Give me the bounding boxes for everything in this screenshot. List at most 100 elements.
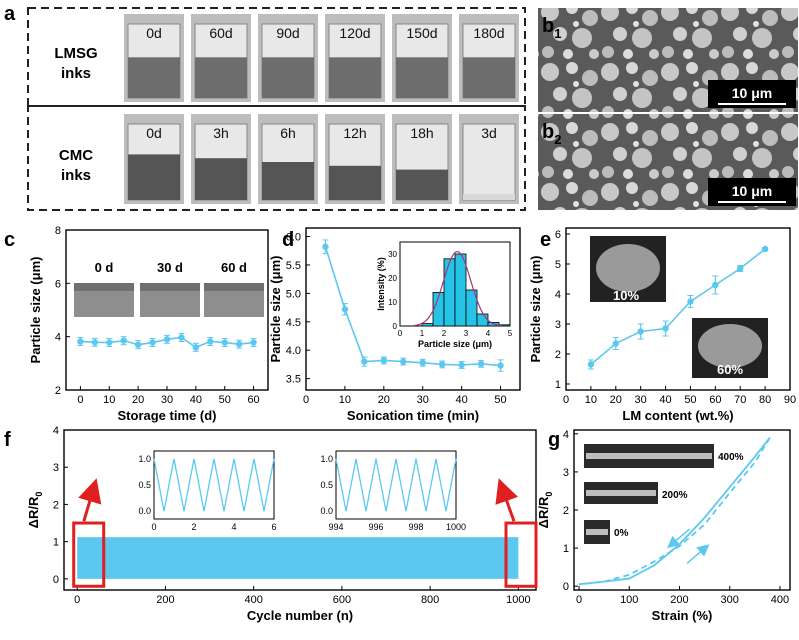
histogram-bar xyxy=(421,323,434,327)
y-axis-label: ΔR/R0 xyxy=(26,492,44,529)
panel-b1-letter: b1 xyxy=(542,15,561,41)
x-tick-label: 30 xyxy=(635,394,647,406)
strained-sample xyxy=(586,490,656,496)
x-tick-label: 0 xyxy=(77,394,83,406)
x-tick-label: 800 xyxy=(421,594,439,606)
sonication-point xyxy=(361,358,368,365)
gaussian-fit-curve xyxy=(413,250,502,327)
photo-label: 60 d xyxy=(221,260,247,275)
inset-x-tick-label: 0 xyxy=(398,329,403,338)
y-tick-label: 1 xyxy=(53,537,59,549)
inset-start-cycles-y-tick-label: 1.0 xyxy=(138,454,151,464)
y-tick-label: 5.5 xyxy=(286,260,301,272)
storage-point xyxy=(149,339,156,346)
panel-e: 0 10 20 30 40 50 60 70 80 90 1 2 3 4 5 6 LM content (wt.… xyxy=(528,227,796,423)
histogram-bar xyxy=(454,253,467,327)
inset-start-cycles-signal xyxy=(153,458,275,512)
x-tick-label: 70 xyxy=(734,394,746,406)
x-tick-label: 20 xyxy=(610,394,622,406)
lm-content-point xyxy=(761,245,769,253)
y-tick-label: 4 xyxy=(53,425,59,437)
strained-sample xyxy=(586,453,712,459)
lmsg-label-line1: LMSG xyxy=(54,45,97,62)
inset-start-cycles-x-tick-label: 4 xyxy=(231,522,236,532)
lmsg-vial-liquid xyxy=(463,57,515,98)
inset-end-cycles-signal xyxy=(335,458,457,512)
y-axis-label-text: Particle size (μm) xyxy=(28,257,43,364)
lmsg-vial-time-label: 120d xyxy=(339,25,370,41)
y-axis-label-text: ΔR/R xyxy=(536,496,551,528)
lmsg-vial-liquid xyxy=(329,57,381,98)
strain-photo-label: 200% xyxy=(662,490,688,501)
photo-label: 30 d xyxy=(157,260,183,275)
cmc-vial-time-label: 18h xyxy=(410,125,433,141)
histogram-bar xyxy=(465,289,478,327)
storage-point xyxy=(163,336,171,343)
x-tick-label: 80 xyxy=(759,394,771,406)
sample-dish-10 xyxy=(596,244,660,292)
x-axis-label: Sonication time (min) xyxy=(347,408,479,423)
y-tick-label: 1 xyxy=(555,379,561,391)
y-tick-label: 6 xyxy=(55,278,61,290)
sonication-point xyxy=(438,361,446,368)
cmc-vial-time-label: 3h xyxy=(213,125,229,141)
photo-label: 60% xyxy=(717,362,743,377)
cmc-vial-liquid xyxy=(262,162,314,200)
y-tick-label: 2 xyxy=(55,385,61,397)
lm-content-point xyxy=(587,361,595,368)
y-axis-label: Particle size (μm) xyxy=(28,257,43,364)
y-tick-label: 2 xyxy=(53,499,59,511)
cmc-vial-time-label: 0d xyxy=(146,125,162,141)
panel-b2-letter: b2 xyxy=(542,121,561,147)
inset-y-tick-label: 30 xyxy=(388,250,397,259)
strain-photo-label: 400% xyxy=(718,452,744,463)
panel-a-letter: a xyxy=(4,3,16,25)
storage-point xyxy=(106,339,113,346)
x-tick-label: 0 xyxy=(576,594,582,606)
inset-start-cycles-y-tick-label: 0.5 xyxy=(138,480,151,490)
inset-end-cycles-x-tick-label: 994 xyxy=(328,522,343,532)
zoom-arrow-end xyxy=(495,478,519,522)
sonication-point xyxy=(380,357,388,364)
cmc-vial-liquid xyxy=(463,194,515,200)
plot-frame xyxy=(565,227,791,391)
inset-x-tick-label: 4 xyxy=(486,329,491,338)
x-tick-label: 20 xyxy=(378,394,390,406)
y-tick-label: 2 xyxy=(555,349,561,361)
sonication-point xyxy=(458,361,465,369)
highlight-box-end xyxy=(504,521,538,588)
lmsg-vial-time-label: 150d xyxy=(406,25,437,41)
x-tick-label: 400 xyxy=(245,594,263,606)
cmc-vial-time-label: 3d xyxy=(481,125,497,141)
cmc-label-line2: inks xyxy=(61,167,91,184)
photo-label: 0 d xyxy=(95,260,114,275)
x-tick-label: 0 xyxy=(74,594,80,606)
lm-content-point xyxy=(637,328,644,335)
x-tick-label: 40 xyxy=(456,394,468,406)
lm-content-point xyxy=(612,340,619,347)
x-tick-label: 60 xyxy=(247,394,259,406)
cyclic-response-band xyxy=(77,537,519,579)
cmc-vial-liquid xyxy=(195,158,247,200)
y-axis-label-subscript: 0 xyxy=(544,492,554,497)
lmsg-vial-time-label: 0d xyxy=(146,25,162,41)
sonication-line xyxy=(324,246,501,367)
x-tick-label: 40 xyxy=(659,394,671,406)
y-axis-label: ΔR/R0 xyxy=(536,492,554,529)
inset-start-cycles-y-tick-label: 0.0 xyxy=(138,506,151,516)
cmc-vial-liquid xyxy=(396,169,448,200)
x-tick-label: 50 xyxy=(684,394,696,406)
y-tick-label: 0 xyxy=(53,574,59,586)
storage-photo-top xyxy=(140,283,200,291)
sonication-point xyxy=(341,306,349,313)
x-tick-label: 300 xyxy=(721,594,739,606)
inset-end-cycles-x-tick-label: 1000 xyxy=(446,522,466,532)
x-tick-label: 0 xyxy=(303,394,309,406)
inset-end-cycles-y-tick-label: 1.0 xyxy=(320,454,333,464)
y-tick-label: 4 xyxy=(555,289,561,301)
y-tick-label: 5 xyxy=(555,259,561,271)
storage-point xyxy=(77,338,84,345)
y-tick-label: 1 xyxy=(563,543,569,555)
